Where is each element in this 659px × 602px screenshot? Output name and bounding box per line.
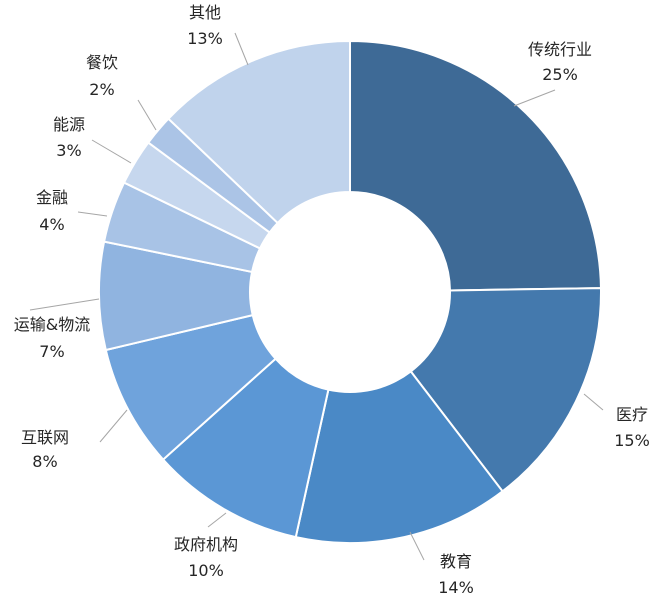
slice-labels: 传统行业 25% 医疗 15% 教育 14% 政府机构 10% 互联网 8% 运输&物流 7% 金融 4%… (14, 3, 650, 597)
slice-传统行业 (349, 39, 602, 292)
leader-line (99, 409, 128, 443)
value-label: 3% (56, 141, 81, 160)
category-label: 其他 (189, 3, 221, 22)
value-label: 25% (542, 65, 578, 84)
slice-医疗 (409, 287, 602, 493)
category-label: 金融 (36, 188, 68, 207)
value-label: 13% (187, 29, 223, 48)
value-label: 15% (614, 431, 650, 450)
value-label: 2% (89, 80, 114, 99)
category-label: 传统行业 (528, 40, 592, 59)
leader-line (207, 512, 227, 528)
category-label: 互联网 (21, 428, 69, 447)
leader-line (583, 393, 604, 411)
leader-line (409, 531, 425, 561)
category-label: 政府机构 (174, 535, 238, 554)
slice-教育 (294, 370, 504, 544)
leader-line (234, 32, 249, 66)
value-label: 8% (32, 452, 57, 471)
category-label: 教育 (440, 552, 472, 571)
leader-line (77, 211, 108, 217)
slices (98, 39, 602, 544)
value-label: 4% (39, 215, 64, 234)
slice-其他 (167, 39, 351, 225)
category-label: 餐饮 (86, 53, 118, 72)
category-label: 医疗 (616, 405, 648, 424)
value-label: 7% (39, 342, 64, 361)
value-label: 10% (188, 561, 224, 580)
leader-line (29, 298, 100, 311)
category-label: 运输&物流 (14, 315, 90, 334)
leader-lines (29, 32, 604, 561)
leader-line (91, 139, 132, 164)
value-label: 14% (438, 578, 474, 597)
leader-line (513, 89, 556, 107)
leader-line (137, 99, 157, 131)
category-label: 能源 (53, 115, 85, 134)
